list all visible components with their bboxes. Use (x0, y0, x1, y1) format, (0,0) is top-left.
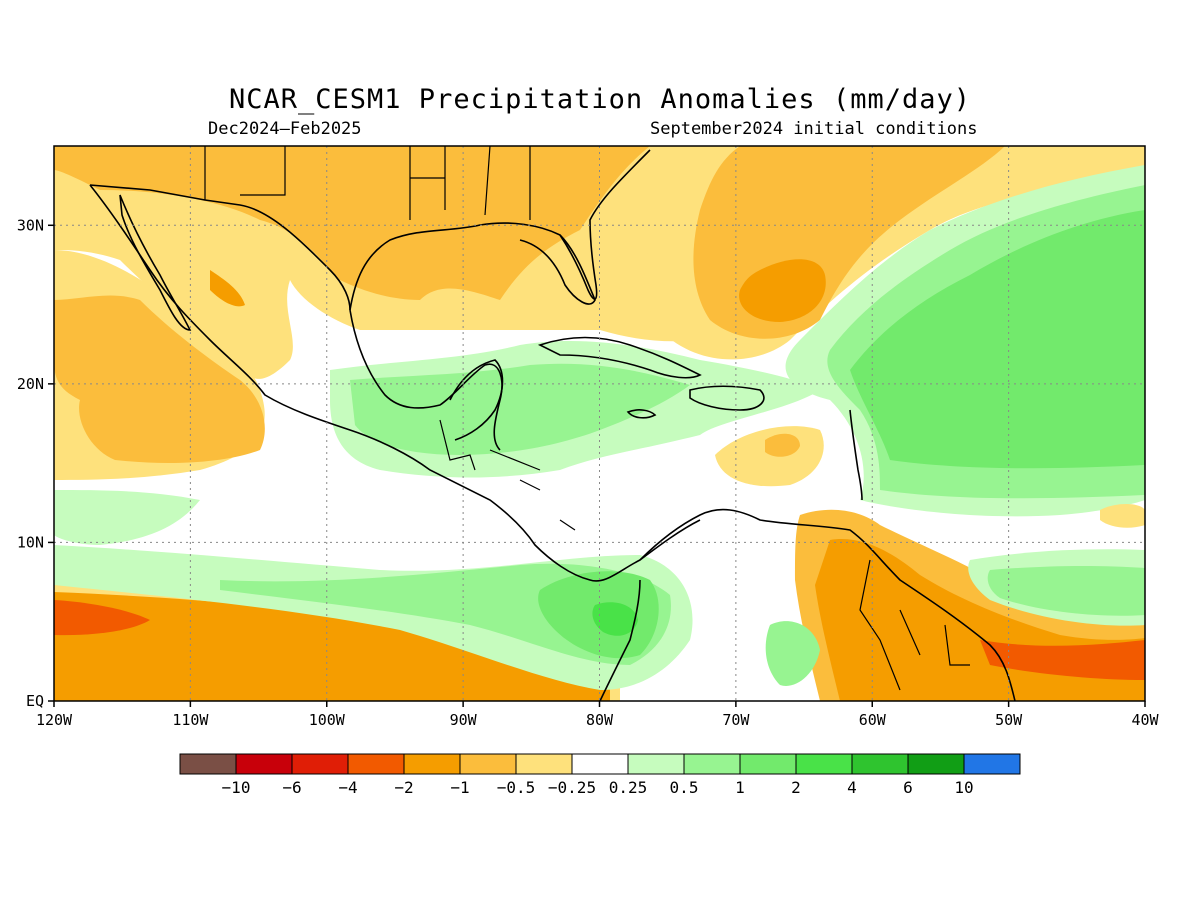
border-central-america (439, 419, 576, 531)
border-us-states (204, 146, 531, 220)
colorbar-swatch (515, 753, 573, 775)
anomaly-atlantic-wet-core (850, 210, 1145, 469)
colorbar-label: 2 (791, 778, 801, 797)
colorbar-swatch (851, 753, 909, 775)
colorbar-swatch (739, 753, 797, 775)
colorbar: −10 −6 −4 −2 −1 −0.5 −0.25 0.25 0.5 1 2 4 6 10 (179, 753, 1021, 797)
colorbar-swatch (907, 753, 965, 775)
colorbar-label: 6 (903, 778, 913, 797)
anomaly-pacific-orange (54, 295, 265, 463)
coastline-florida (559, 149, 651, 300)
anomaly-pacific-equatorial-deep (54, 600, 150, 636)
colorbar-swatch (963, 753, 1021, 775)
map-title: NCAR_CESM1 Precipitation Anomalies (mm/d… (229, 84, 971, 115)
border-guianas (859, 559, 970, 691)
colorbar-swatch (291, 753, 349, 775)
coastline-hispaniola (689, 385, 765, 411)
anomaly-pacific-equatorial-orange (54, 592, 610, 701)
axis-ticks: 120W 110W 100W 90W 80W 70W 60W 50W 40W EQ 10N 20N 30… (17, 216, 1160, 729)
gridlines (54, 146, 1145, 701)
coastline-mexico-central-america (89, 184, 701, 582)
tick-label-lat: 30N (17, 216, 44, 234)
coastline-baja (119, 194, 192, 331)
colorbar-label: −2 (394, 778, 413, 797)
tick-label-lon: 40W (1131, 711, 1159, 729)
colorbar-label: −1 (450, 778, 469, 797)
anomaly-mexico-orange (210, 270, 245, 307)
border-us-mexico (89, 184, 351, 311)
tick-label-lon: 90W (450, 711, 478, 729)
coastlines (89, 146, 1016, 701)
colorbar-swatch (347, 753, 405, 775)
tick-label-lat: 10N (17, 533, 44, 551)
colorbar-label: 10 (954, 778, 973, 797)
colorbar-swatch (459, 753, 517, 775)
forecast-period: Dec2024–Feb2025 (208, 119, 362, 139)
tick-label-lon: 50W (995, 711, 1023, 729)
colorbar-label: 0.25 (609, 778, 648, 797)
colorbar-label: 4 (847, 778, 857, 797)
colorbar-label: −0.25 (548, 778, 596, 797)
anomaly-gulf-orange (54, 146, 650, 300)
colorbar-swatch (403, 753, 461, 775)
tick-label-lon: 120W (36, 711, 73, 729)
colorbar-label: −10 (222, 778, 251, 797)
colorbar-label: −0.5 (497, 778, 536, 797)
anomaly-caribbean-wet-mid (350, 363, 690, 455)
tick-label-lon: 110W (172, 711, 209, 729)
anomaly-carib-dry-core (765, 433, 800, 457)
colorbar-label: 1 (735, 778, 745, 797)
tick-label-lat: 20N (17, 375, 44, 393)
tick-label-lon: 70W (722, 711, 750, 729)
initial-conditions: September2024 initial conditions (650, 119, 978, 139)
coastline-gulf (349, 222, 596, 451)
colorbar-label: 0.5 (670, 778, 699, 797)
colorbar-swatch (571, 753, 629, 775)
anomaly-small-dry-spot (1100, 504, 1145, 528)
anomaly-venezuela-wet (765, 621, 820, 686)
coastline-south-america (599, 508, 1016, 701)
anomaly-panama-wet-core (592, 602, 638, 636)
coastline-jamaica (626, 409, 657, 419)
colorbar-swatch (235, 753, 293, 775)
colorbar-swatch (683, 753, 741, 775)
colorbar-label: −4 (338, 778, 357, 797)
colorbar-label: −6 (282, 778, 301, 797)
tick-label-lat: EQ (26, 692, 44, 710)
tick-label-lon: 80W (586, 711, 614, 729)
colorbar-swatch (795, 753, 853, 775)
colorbar-swatch (627, 753, 685, 775)
coastline-lesser-antilles (849, 409, 863, 501)
anomaly-guianas-deep (980, 640, 1145, 680)
tick-label-lon: 100W (309, 711, 346, 729)
tick-label-lon: 60W (859, 711, 887, 729)
anomaly-field (54, 146, 1145, 701)
anomaly-atlantic-south-wet-mid (987, 565, 1145, 616)
coastline-yucatan (449, 359, 504, 441)
colorbar-swatch (179, 753, 237, 775)
anomaly-atlantic-core (739, 259, 826, 322)
